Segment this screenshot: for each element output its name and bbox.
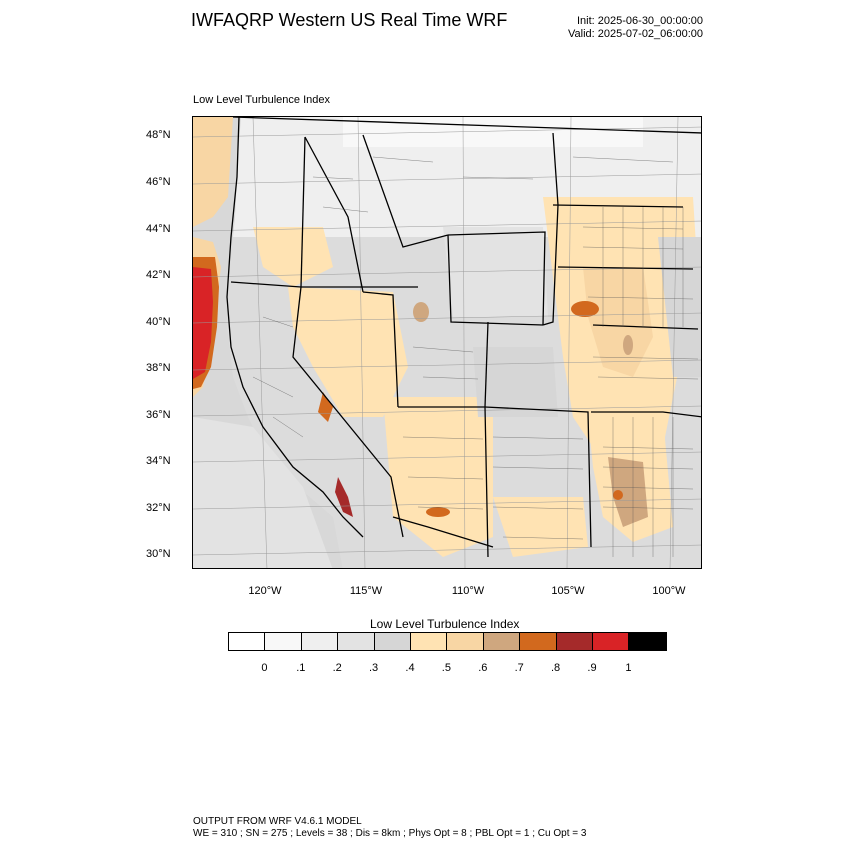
state-boundaries [226,117,701,558]
field-subtitle: Low Level Turbulence Index [193,94,330,106]
colorbar-box-0 [229,633,266,650]
model-info-line2: WE = 310 ; SN = 275 ; Levels = 38 ; Dis … [193,828,587,839]
lat-label-44n: 44°N [146,223,171,235]
arizona-orange-spot [426,507,450,517]
lat-label-40n: 40°N [146,316,171,328]
lon-label-100w: 100°W [652,585,686,597]
colorado-orange-spot [571,301,599,317]
eastern-grey [658,237,701,377]
colorado-grey [473,347,558,417]
lon-label-120w: 120°W [248,585,282,597]
lat-label-42n: 42°N [146,269,171,281]
texas-brown-zone [608,457,648,527]
coastal-tan-north [193,117,233,227]
lat-label-48n: 48°N [146,129,171,141]
model-info-line1: OUTPUT FROM WRF V4.6.1 MODEL [193,816,362,827]
map-image [193,117,701,568]
graticule [193,117,701,568]
pacific-ocean-south [193,417,333,568]
colorbar-tick-label: .1 [296,662,306,674]
colorbar-tick-label: .8 [551,662,561,674]
valid-time: Valid: 2025-07-02_06:00:00 [568,28,703,40]
lon-label-110w: 110°W [451,585,485,597]
colorbar-tick-label: .6 [478,662,488,674]
colorbar-tick-label: .2 [332,662,342,674]
colorbar-box-7 [483,633,521,650]
colorbar-box-8 [520,633,557,650]
texas-orange-spot [613,490,623,500]
canada-region [343,117,643,147]
county-boundaries [252,156,699,557]
colorbar-box-4 [374,633,411,650]
colorbar-box-11 [629,633,666,650]
colorbar-box-5 [410,633,448,650]
socal-red-streak [335,477,353,517]
lat-label-30n: 30°N [146,548,171,560]
colorbar-box-6 [447,633,484,650]
wyoming-grey [443,227,548,317]
colorbar-title: Low Level Turbulence Index [370,617,520,631]
colorbar-tick-label: .3 [369,662,379,674]
map-title: IWFAQRP Western US Real Time WRF [191,10,508,30]
colorbar-tick-label: .7 [514,662,524,674]
nm-tan-region [493,497,588,557]
lon-label-115w: 115°W [349,585,383,597]
lat-label-32n: 32°N [146,502,171,514]
colorbar-tick-label: .9 [587,662,597,674]
plains-darker-tan [583,267,653,377]
kansas-brown-spot [623,335,633,355]
map-panel [192,116,702,569]
southwest-tan-region [383,397,493,557]
utah-brown-spot [413,302,429,322]
colorbar-box-9 [556,633,593,650]
lat-label-36n: 36°N [146,409,171,421]
lat-label-34n: 34°N [146,455,171,467]
lat-label-46n: 46°N [146,176,171,188]
colorbar-box-10 [592,633,630,650]
lat-label-38n: 38°N [146,362,171,374]
colorbar-tick-label: .4 [405,662,415,674]
init-time: Init: 2025-06-30_00:00:00 [577,15,703,27]
oregon-tan-patch [253,227,333,287]
colorbar [228,632,667,651]
colorbar-tick-label: 0 [261,662,268,674]
sierra-orange-streak [318,392,333,422]
colorbar-box-3 [338,633,375,650]
colorbar-tick-label: 1 [625,662,632,674]
colorbar-tick-label: .5 [441,662,451,674]
colorbar-box-2 [301,633,339,650]
lon-label-105w: 105°W [551,585,585,597]
colorbar-box-1 [265,633,302,650]
